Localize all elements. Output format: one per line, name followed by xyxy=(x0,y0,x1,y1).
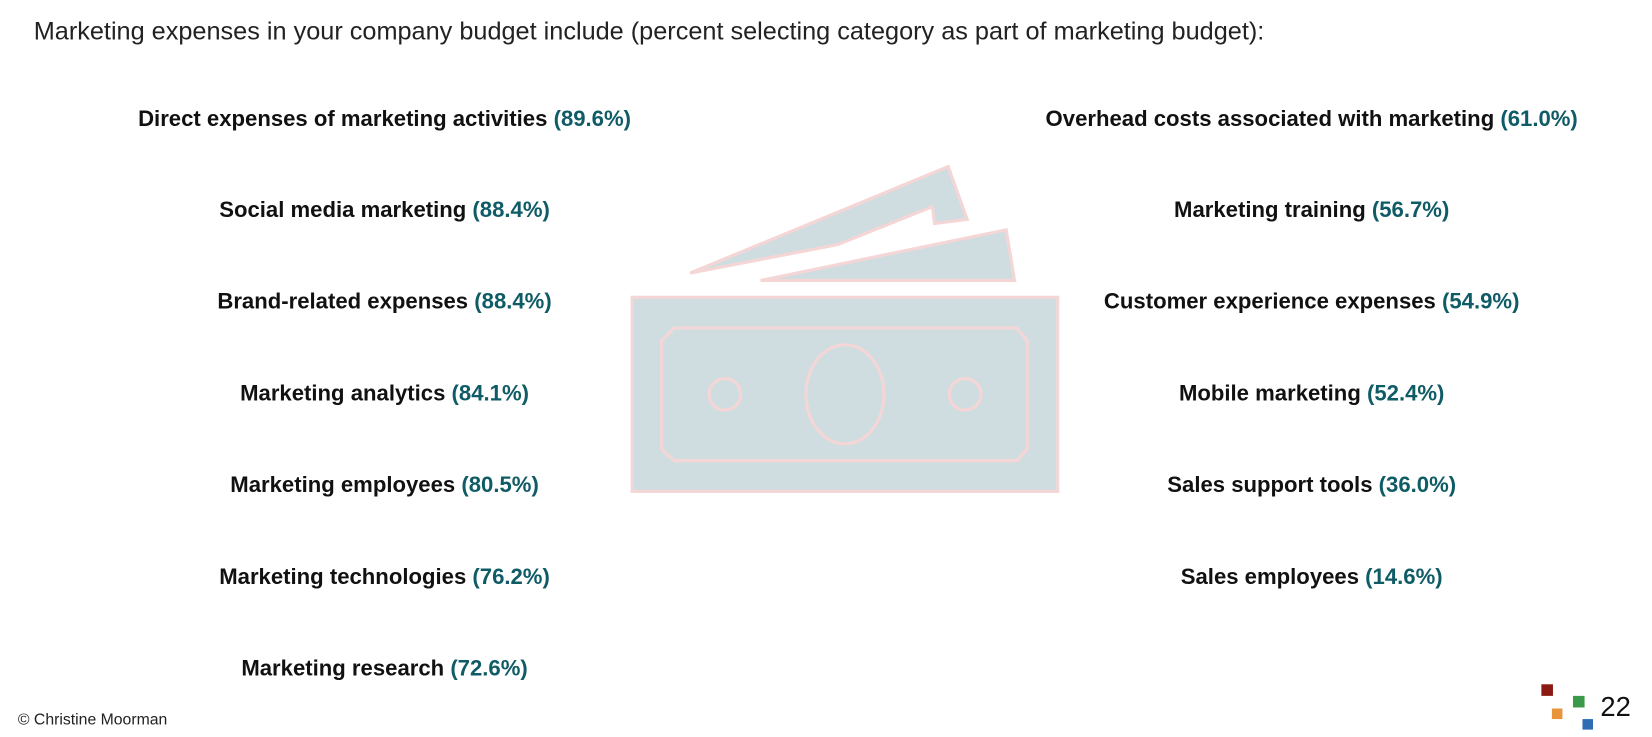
item-label: Marketing training xyxy=(1174,197,1366,222)
item: Sales employees (14.6%) xyxy=(1181,564,1443,589)
item: Mobile marketing (52.4%) xyxy=(1179,380,1444,405)
item-label: Marketing research xyxy=(241,655,444,680)
item-label: Overhead costs associated with marketing xyxy=(1046,106,1495,131)
item-percent: (54.9%) xyxy=(1442,288,1519,313)
item-percent: (14.6%) xyxy=(1365,564,1442,589)
item-label: Social media marketing xyxy=(219,197,466,222)
item-percent: (36.0%) xyxy=(1379,472,1456,497)
item: Brand-related expenses (88.4%) xyxy=(217,288,551,313)
item: Social media marketing (88.4%) xyxy=(219,197,550,222)
item-label: Brand-related expenses xyxy=(217,288,468,313)
item: Marketing research (72.6%) xyxy=(241,655,527,680)
item: Customer experience expenses (54.9%) xyxy=(1104,288,1520,313)
items: Direct expenses of marketing activities … xyxy=(138,106,1578,680)
item: Marketing employees (80.5%) xyxy=(230,472,539,497)
item: Marketing analytics (84.1%) xyxy=(240,380,529,405)
item-percent: (88.4%) xyxy=(474,288,551,313)
slide-title: Marketing expenses in your company budge… xyxy=(34,17,1265,45)
item: Marketing technologies (76.2%) xyxy=(219,564,550,589)
item-label: Marketing analytics xyxy=(240,380,445,405)
item: Overhead costs associated with marketing… xyxy=(1046,106,1578,131)
item-percent: (52.4%) xyxy=(1367,380,1444,405)
item-label: Sales support tools xyxy=(1167,472,1372,497)
item-label: Sales employees xyxy=(1181,564,1359,589)
money-icon xyxy=(630,164,1060,493)
item: Direct expenses of marketing activities … xyxy=(138,106,631,131)
item-label: Mobile marketing xyxy=(1179,380,1361,405)
item: Sales support tools (36.0%) xyxy=(1167,472,1456,497)
item-percent: (72.6%) xyxy=(450,655,527,680)
item-label: Marketing employees xyxy=(230,472,455,497)
logo xyxy=(1541,684,1593,730)
item-percent: (84.1%) xyxy=(452,380,529,405)
item-percent: (61.0%) xyxy=(1500,106,1577,131)
item-percent: (76.2%) xyxy=(472,564,549,589)
item-label: Marketing technologies xyxy=(219,564,466,589)
item-label: Direct expenses of marketing activities xyxy=(138,106,547,131)
item-percent: (89.6%) xyxy=(554,106,631,131)
item-percent: (56.7%) xyxy=(1372,197,1449,222)
item: Marketing training (56.7%) xyxy=(1174,197,1449,222)
item-percent: (80.5%) xyxy=(461,472,538,497)
page-number: 22 xyxy=(1600,691,1630,722)
item-percent: (88.4%) xyxy=(472,197,549,222)
item-label: Customer experience expenses xyxy=(1104,288,1436,313)
copyright: © Christine Moorman xyxy=(18,711,167,728)
